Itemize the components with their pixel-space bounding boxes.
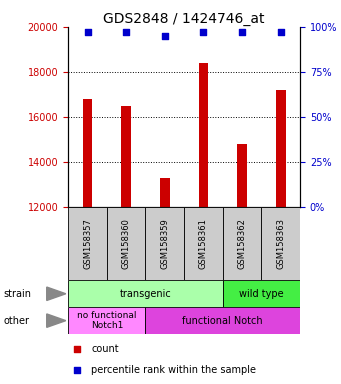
Text: functional Notch: functional Notch [182,316,263,326]
Bar [262,207,300,280]
Bar [146,207,184,280]
Bar [223,207,262,280]
Text: GSM158362: GSM158362 [238,218,247,269]
Bar [107,207,146,280]
Point [239,29,245,35]
Bar [68,207,107,280]
Bar [199,63,208,207]
Point [75,367,80,373]
Point [85,29,90,35]
Bar [121,106,131,207]
Bar [276,90,286,207]
Text: count: count [91,344,119,354]
Text: strain: strain [3,289,31,299]
Bar [184,207,223,280]
Bar [237,144,247,207]
Bar [160,178,170,207]
Point [201,29,206,35]
Bar [83,99,92,207]
Polygon shape [47,314,66,327]
Text: transgenic: transgenic [120,289,172,299]
Point [162,33,167,39]
Bar [68,307,146,334]
Text: GSM158363: GSM158363 [276,218,285,269]
Text: GSM158357: GSM158357 [83,218,92,269]
Point [278,29,283,35]
Text: GSM158359: GSM158359 [160,218,169,269]
Text: wild type: wild type [239,289,284,299]
Bar [68,280,223,307]
Bar [146,307,300,334]
Text: GSM158360: GSM158360 [122,218,131,269]
Text: GSM158361: GSM158361 [199,218,208,269]
Point [75,346,80,353]
Point [123,29,129,35]
Polygon shape [47,287,66,300]
Text: other: other [3,316,29,326]
Text: percentile rank within the sample: percentile rank within the sample [91,365,256,375]
Bar [223,280,300,307]
Title: GDS2848 / 1424746_at: GDS2848 / 1424746_at [103,12,265,26]
Text: no functional
Notch1: no functional Notch1 [77,311,137,330]
